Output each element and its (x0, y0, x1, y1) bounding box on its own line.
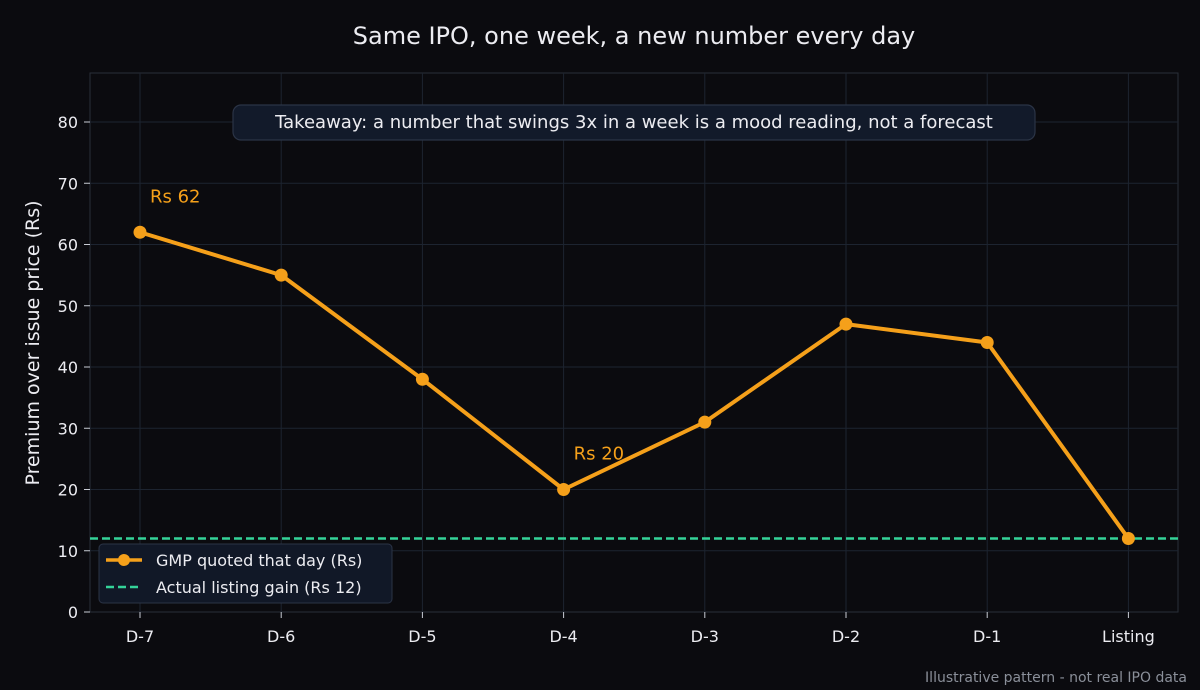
data-point (980, 336, 994, 349)
data-point (274, 268, 288, 282)
x-axis-ticks: D-7 D-6 D-5 D-4 D-3 D-2 D-1 Listing (126, 612, 1155, 646)
legend-box (98, 543, 393, 604)
data-point (415, 372, 429, 386)
annotation-label: Rs 62 (150, 186, 201, 207)
x-tick-label: Listing (1102, 627, 1155, 646)
x-tick-label: D-6 (267, 627, 295, 646)
data-point (1121, 532, 1135, 545)
data-point (557, 483, 571, 496)
x-tick-label: D-7 (126, 627, 154, 646)
plot-area (89, 72, 1179, 613)
y-axis-label: Premium over issue price (Rs) (22, 200, 44, 485)
x-tick-label: D-1 (973, 627, 1001, 646)
y-axis-ticks: 0 10 20 30 40 50 60 70 80 (58, 113, 90, 622)
y-tick-label: 40 (58, 358, 78, 377)
x-tick-label: D-3 (691, 627, 719, 646)
legend: GMP quoted that day (Rs) Actual listing … (98, 543, 393, 604)
annotation-label: Rs 20 (574, 444, 625, 465)
y-tick-label: 20 (58, 481, 78, 500)
y-tick-label: 30 (58, 419, 78, 438)
legend-label-gmp: GMP quoted that day (Rs) (156, 551, 362, 570)
x-tick-label: D-2 (832, 627, 860, 646)
x-tick-label: D-5 (408, 627, 436, 646)
x-tick-label: D-4 (549, 627, 577, 646)
y-tick-label: 0 (68, 603, 78, 622)
y-tick-label: 10 (58, 542, 78, 561)
gmp-series-line (138, 230, 1131, 541)
footnote: Illustrative pattern - not real IPO data (925, 670, 1187, 686)
legend-marker-gmp (118, 554, 130, 566)
annotations: Rs 62 Rs 20 (150, 186, 624, 464)
data-point (698, 415, 712, 429)
legend-label-listing: Actual listing gain (Rs 12) (156, 578, 362, 597)
series-layer (133, 225, 1135, 545)
y-tick-label: 80 (58, 113, 78, 132)
data-point (839, 317, 853, 331)
y-tick-label: 50 (58, 297, 78, 316)
takeaway-text: Takeaway: a number that swings 3x in a w… (274, 112, 993, 133)
takeaway-box-bg (232, 104, 1036, 141)
y-tick-label: 60 (58, 236, 78, 255)
takeaway-box: Takeaway: a number that swings 3x in a w… (232, 104, 1036, 141)
y-tick-label: 70 (58, 174, 78, 193)
data-point (133, 225, 147, 239)
chart-title: Same IPO, one week, a new number every d… (353, 22, 915, 50)
